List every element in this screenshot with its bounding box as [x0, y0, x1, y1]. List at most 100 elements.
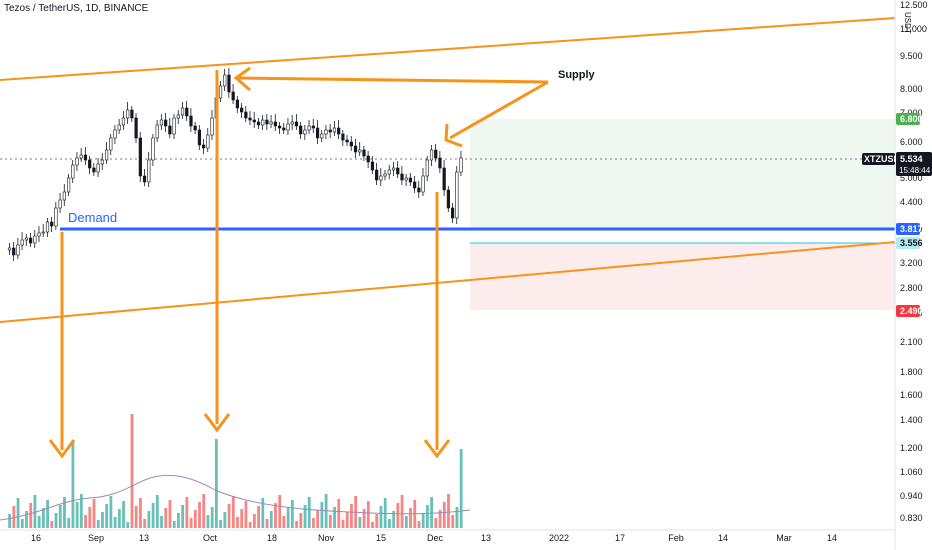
candle-body — [265, 119, 269, 125]
price-tick-label: 12.500 — [900, 0, 928, 10]
candle-body — [189, 115, 193, 127]
volume-bar — [290, 500, 294, 528]
loss-zone — [470, 243, 895, 310]
volume-bar — [198, 502, 201, 528]
candle-body — [180, 107, 185, 116]
volume-bar — [269, 511, 273, 528]
volume-bar — [404, 516, 408, 528]
candle-body — [248, 117, 252, 121]
volume-bar — [113, 517, 117, 528]
volume-bar — [29, 503, 33, 528]
volume-bar — [16, 498, 20, 528]
demand-badge: 3.817 — [896, 223, 923, 235]
candle-body — [370, 161, 375, 171]
candle-body — [16, 244, 20, 256]
volume-bar — [337, 499, 341, 528]
candle-body — [130, 109, 134, 119]
candle-body — [88, 159, 92, 169]
price-tick-label: 2.100 — [900, 337, 923, 347]
candle-body — [446, 189, 451, 209]
volume-bar — [134, 506, 138, 528]
candle-body — [337, 127, 341, 135]
volume-bar — [8, 514, 12, 528]
candle-body — [7, 247, 12, 251]
candle-body — [151, 137, 155, 161]
candle-body — [126, 109, 130, 119]
volume-bar — [341, 520, 345, 528]
volume-bar — [105, 504, 109, 528]
volume-bar — [219, 520, 223, 528]
time-tick-label: 15 — [376, 533, 386, 543]
candle-body — [362, 149, 366, 157]
volume-bar — [223, 512, 227, 528]
candle-body — [33, 235, 37, 244]
time-tick-label: 13 — [481, 533, 491, 543]
volume-bar — [248, 522, 252, 528]
candle-body — [218, 85, 223, 99]
time-tick-label: Feb — [668, 533, 684, 543]
volume-bar — [312, 518, 315, 528]
volume-bar — [54, 513, 58, 528]
candle-body — [332, 127, 337, 133]
time-axis[interactable]: 16 Sep 13 Oct 18 Nov 15 Dec 13 2022 17 Feb 14 Mar 14 — [31, 533, 837, 543]
volume-bar — [282, 516, 286, 528]
candle-body — [50, 221, 54, 227]
volume-bar — [88, 507, 92, 528]
candle-body — [235, 99, 240, 109]
volume-bar — [71, 440, 75, 528]
candle-body — [45, 221, 50, 233]
volume-bar — [130, 414, 134, 528]
candle-body — [421, 175, 425, 193]
candle-body — [429, 149, 434, 161]
volume-bar — [75, 502, 79, 528]
volume-bar — [139, 498, 142, 528]
candle-body — [138, 137, 142, 177]
volume-bar — [164, 508, 168, 528]
price-tick-label: 0.940 — [900, 491, 923, 501]
volume-bar — [316, 510, 320, 528]
volume-bar — [185, 497, 189, 528]
candle-body — [391, 167, 396, 171]
candle-body — [269, 121, 273, 125]
volume-bar — [231, 496, 235, 528]
candle-body — [147, 159, 151, 183]
volume-bar — [92, 499, 96, 528]
price-tick-label: 8.000 — [900, 84, 923, 94]
time-tick-label: 18 — [267, 533, 277, 543]
candle-body — [320, 133, 324, 139]
volume-bar — [147, 511, 151, 528]
volume-bar — [79, 494, 83, 528]
candle-body — [121, 117, 126, 126]
volume-bar — [257, 506, 260, 528]
volume-bar — [451, 515, 455, 528]
volume-bar — [286, 508, 290, 528]
candle-body — [155, 124, 159, 139]
volume-bar — [261, 498, 265, 528]
candle-body — [451, 207, 455, 219]
candle-body — [366, 155, 370, 163]
svg-text:2.490: 2.490 — [900, 306, 923, 316]
candle-body — [282, 127, 286, 131]
candle-body — [375, 169, 379, 181]
candle-body — [100, 159, 104, 165]
candle-body — [83, 154, 88, 161]
candle-body — [315, 127, 320, 139]
volume-bar — [345, 512, 349, 528]
volume-bar — [409, 508, 412, 528]
volume-bar — [202, 494, 206, 528]
candle-body — [109, 137, 113, 151]
volume-bar — [392, 511, 396, 528]
volume-bar — [417, 521, 421, 528]
volume-bar — [383, 498, 387, 528]
price-axis[interactable]: 12.50011.0009.5008.0007.0006.0005.0004.4… — [900, 0, 928, 523]
svg-text:3.817: 3.817 — [900, 224, 923, 234]
candle-body — [294, 121, 299, 127]
candle-body — [54, 207, 58, 227]
candle-body — [455, 171, 459, 219]
candle-body — [185, 107, 189, 117]
volume-bar — [96, 520, 100, 528]
time-tick-label: Sep — [88, 533, 104, 543]
price-tick-label: 1.600 — [900, 390, 923, 400]
volume-bar — [50, 521, 54, 528]
